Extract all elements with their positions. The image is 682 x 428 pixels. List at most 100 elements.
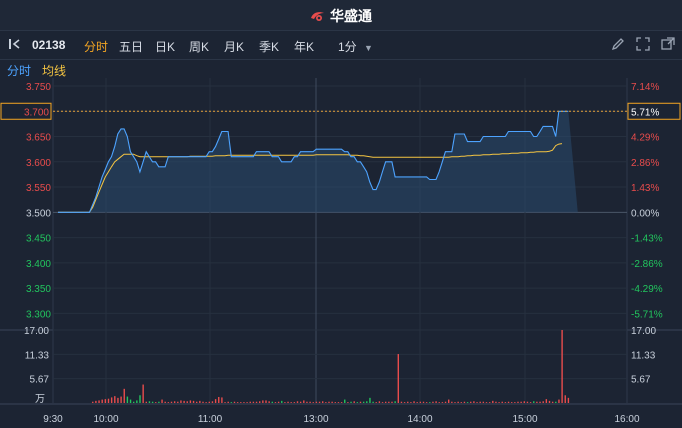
tab-daily-k[interactable]: 日K <box>155 40 176 54</box>
average-price-line <box>58 143 563 213</box>
volume-tick-label: 17.00 <box>631 326 656 337</box>
volume-bar <box>359 401 362 403</box>
volume-bar <box>460 402 462 403</box>
volume-bar <box>476 402 478 403</box>
volume-bar <box>385 401 387 403</box>
volume-bar <box>233 401 236 403</box>
app-title: 华盛通 <box>330 8 372 24</box>
volume-tick-label: 11.33 <box>631 350 656 361</box>
volume-bar <box>558 399 560 403</box>
volume-bar <box>507 401 510 403</box>
volume-bar <box>246 402 248 403</box>
volume-bar <box>142 384 144 403</box>
volume-bar <box>435 401 437 403</box>
volume-bar <box>536 401 538 403</box>
volume-bar <box>224 402 226 403</box>
volume-bar <box>407 401 409 403</box>
volume-bar <box>243 402 245 403</box>
volume-bar <box>309 401 311 403</box>
volume-bar <box>498 402 500 403</box>
pct-tick-label: 0.00% <box>631 208 659 219</box>
volume-bar <box>95 400 97 403</box>
tab-yearly-k[interactable]: 年K <box>294 40 315 54</box>
pct-tick-label: 4.29% <box>631 133 659 144</box>
fullscreen-icon[interactable] <box>636 37 650 54</box>
volume-tick-label: 5.67 <box>30 375 50 386</box>
volume-bar <box>466 402 469 403</box>
volume-bar <box>252 401 255 403</box>
volume-bar <box>227 401 229 403</box>
intraday-chart[interactable]: 3.750 7.14% 3.650 4.29% 3.600 2.86% 3.550 1.43%… <box>0 78 682 428</box>
volume-bar <box>293 402 296 403</box>
draw-pencil-icon[interactable] <box>611 37 625 54</box>
volume-bar <box>488 402 491 403</box>
volume-bar <box>403 402 406 403</box>
volume-bar <box>151 401 154 403</box>
volume-bar <box>529 402 532 403</box>
volume-bar <box>482 401 485 403</box>
popout-icon[interactable] <box>661 37 675 54</box>
volume-bar <box>262 400 264 403</box>
volume-bar <box>353 401 355 403</box>
volume-bar <box>372 401 374 403</box>
tab-five-day[interactable]: 五日 <box>119 40 144 54</box>
volume-bar <box>120 396 122 403</box>
volume-bar <box>136 400 138 403</box>
volume-bar <box>205 402 207 403</box>
current-price-box <box>0 102 52 120</box>
volume-bar <box>101 399 103 403</box>
volume-bar <box>517 401 519 403</box>
volume-bar <box>211 401 214 403</box>
volume-bar <box>114 396 116 403</box>
volume-bar <box>362 401 365 403</box>
volume-bar <box>167 402 170 403</box>
volume-bar <box>495 401 497 403</box>
collapse-panel-icon[interactable] <box>8 38 24 53</box>
volume-bar <box>322 401 324 403</box>
volume-bar <box>473 401 475 403</box>
volume-bar <box>551 401 554 403</box>
volume-bar <box>183 400 185 403</box>
volume-bar <box>548 400 551 403</box>
price-tick-label: 3.450 <box>26 234 51 245</box>
volume-bar <box>180 400 182 403</box>
price-area-fill <box>58 111 578 213</box>
volume-bar <box>290 402 292 403</box>
volume-bar <box>561 330 563 403</box>
volume-bar <box>523 401 525 403</box>
volume-bar <box>492 400 494 403</box>
volume-bar <box>391 401 393 403</box>
volume-bar <box>173 401 176 403</box>
volume-bar <box>145 401 147 403</box>
volume-bar <box>221 397 223 403</box>
stock-code: 02138 <box>32 38 66 52</box>
volume-bar <box>265 400 267 403</box>
volume-bar <box>196 401 198 403</box>
volume-bar <box>567 397 570 403</box>
volume-bar <box>192 400 195 403</box>
volume-bar <box>155 402 157 403</box>
pct-tick-label: -4.29% <box>631 284 663 295</box>
volume-bar <box>218 396 220 403</box>
indicator-legend: 分时 均线 <box>0 60 682 78</box>
volume-bar <box>331 401 333 403</box>
tab-quarterly-k[interactable]: 季K <box>259 40 280 54</box>
volume-bar <box>394 401 396 403</box>
volume-bar <box>441 402 444 403</box>
tab-intraday[interactable]: 分时 <box>84 40 109 54</box>
volume-bar <box>277 401 280 403</box>
volume-bar <box>98 400 100 403</box>
tab-monthly-k[interactable]: 月K <box>224 40 245 54</box>
volume-bar <box>315 401 318 403</box>
time-label: 9:30 <box>43 414 63 425</box>
volume-bar <box>287 401 289 403</box>
pct-tick-label: 7.14% <box>631 82 659 93</box>
price-line <box>58 110 569 213</box>
tab-weekly-k[interactable]: 周K <box>189 40 210 54</box>
volume-bar <box>299 401 302 403</box>
volume-bar <box>306 401 308 403</box>
volume-bar <box>470 401 472 403</box>
volume-bar <box>400 401 403 403</box>
interval-dropdown[interactable]: 1分 ▼ <box>338 38 373 55</box>
pct-tick-label: 1.43% <box>631 183 659 194</box>
